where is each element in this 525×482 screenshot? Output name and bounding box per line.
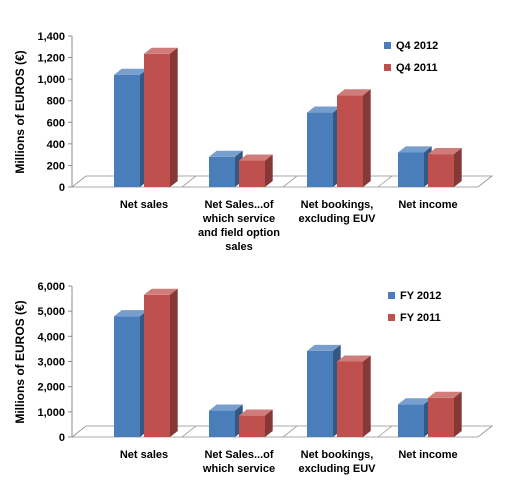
bar-top-face — [209, 150, 243, 157]
bar-top-face — [398, 398, 432, 405]
bar-series-1 — [307, 350, 333, 437]
bar-side-face — [265, 409, 273, 437]
bar-top-face — [209, 404, 243, 411]
bar-top-face — [114, 68, 148, 75]
bar-series-1 — [398, 404, 424, 437]
y-tick-label: 0 — [59, 432, 65, 444]
bar-series-1 — [398, 152, 424, 187]
category-divider — [282, 425, 298, 438]
bar-top-face — [114, 310, 148, 317]
x-tick-label: Net Sales...of which service — [202, 449, 275, 475]
legend-label: FY 2012 — [400, 290, 441, 302]
y-tick-label: 5,000 — [37, 306, 65, 318]
category-divider — [377, 425, 393, 438]
x-tick-label: Net sales — [120, 199, 168, 211]
y-tick-label: 600 — [47, 117, 65, 129]
legend-swatch — [388, 292, 395, 299]
bar-side-face — [363, 89, 371, 187]
bar-side-face — [454, 148, 462, 187]
bar-series-2 — [337, 361, 363, 437]
legend-label: FY 2011 — [400, 312, 441, 324]
bar-series-1 — [114, 74, 140, 187]
bar-top-face — [144, 288, 178, 295]
chart-fy: 0 1,000 2,000 3,000 4,000 5,000 6,000 Millions … — [13, 281, 494, 475]
y-tick-label: 4,000 — [37, 331, 65, 343]
bar-top-face — [239, 154, 273, 161]
bar-side-face — [265, 154, 273, 187]
bar-top-face — [337, 89, 371, 96]
bar-series-2 — [428, 154, 454, 187]
x-tick-label: Net income — [398, 449, 457, 461]
legend-swatch — [384, 42, 391, 49]
bar-series-2 — [428, 397, 454, 437]
chart-q4: 0 200 400 600 800 1,000 1,200 1,400 Millions of … — [13, 31, 494, 253]
category-divider — [282, 175, 298, 188]
bar-top-face — [239, 409, 273, 416]
bar-series-1 — [307, 112, 333, 187]
y-axis-title: Millions of EUROS (€) — [13, 50, 27, 173]
x-tick-label: Net income — [398, 199, 457, 211]
bar-side-face — [363, 355, 371, 437]
y-tick-label: 1,000 — [37, 74, 65, 86]
bar-side-face — [170, 288, 178, 437]
legend-label: Q4 2012 — [396, 40, 438, 52]
y-tick-label: 1,000 — [37, 407, 65, 419]
legend-label: Q4 2011 — [396, 62, 438, 74]
bar-top-face — [144, 47, 178, 54]
y-tick-label: 200 — [47, 160, 65, 172]
bar-top-face — [428, 148, 462, 155]
bar-series-1 — [114, 316, 140, 437]
y-tick-label: 3,000 — [37, 357, 65, 369]
bar-series-1 — [209, 156, 235, 187]
bar-series-2 — [144, 294, 170, 437]
y-tick-label: 0 — [59, 182, 65, 194]
x-tick-label: Net bookings, excluding EUV — [298, 449, 376, 475]
x-tick-label: Net Sales...of which service and field opt… — [198, 199, 280, 253]
y-tick-label: 400 — [47, 139, 65, 151]
bar-side-face — [454, 391, 462, 437]
bar-top-face — [398, 146, 432, 153]
bar-top-face — [428, 391, 462, 398]
bar-series-2 — [239, 160, 265, 187]
y-tick-label: 1,200 — [37, 53, 65, 65]
bar-top-face — [307, 344, 341, 351]
category-divider — [181, 175, 197, 188]
y-tick-label: 2,000 — [37, 382, 65, 394]
legend-swatch — [384, 64, 391, 71]
y-tick-label: 6,000 — [37, 281, 65, 293]
bar-series-1 — [209, 410, 235, 437]
x-tick-label: Net sales — [120, 449, 168, 461]
legend-swatch — [388, 314, 395, 321]
x-tick-label: Net bookings, excluding EUV — [298, 199, 376, 225]
bar-series-2 — [144, 53, 170, 187]
bar-side-face — [170, 47, 178, 187]
category-divider — [377, 175, 393, 188]
y-tick-label: 1,400 — [37, 31, 65, 43]
bar-series-2 — [239, 415, 265, 437]
bar-top-face — [307, 106, 341, 113]
y-tick-label: 800 — [47, 96, 65, 108]
y-axis-title: Millions of EUROS (€) — [13, 300, 27, 423]
bar-series-2 — [337, 95, 363, 187]
category-divider — [181, 425, 197, 438]
bar-top-face — [337, 355, 371, 362]
